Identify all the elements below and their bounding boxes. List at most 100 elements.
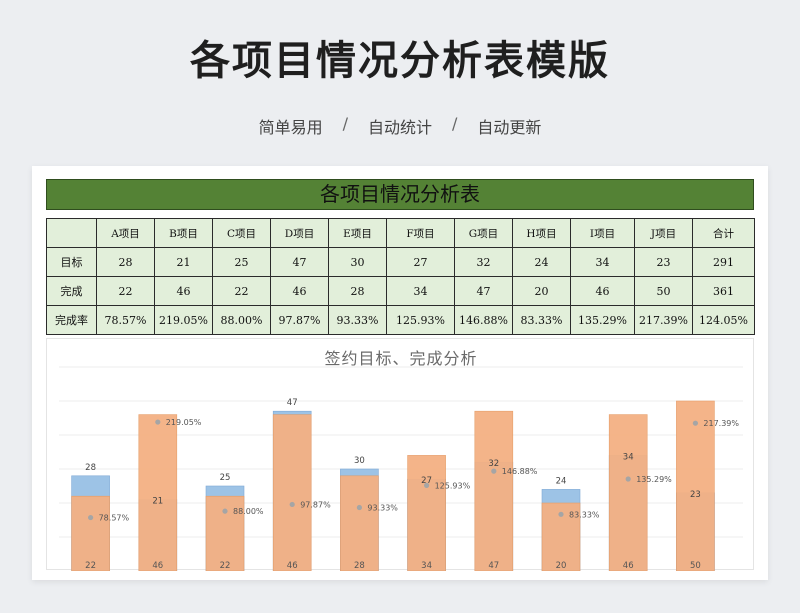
target-label: 25 (220, 473, 231, 483)
rate-label: 88.00% (233, 507, 264, 516)
target-label: 32 (488, 459, 499, 469)
rate-point (625, 476, 631, 482)
spreadsheet-card: 各项目情况分析表 A项目 B项目 C项目 D项目 E项目 F项目 G项目 H项目… (32, 166, 768, 580)
completion-label: 47 (488, 561, 499, 571)
rate-point (155, 419, 161, 425)
header-cell: D项目 (270, 218, 329, 248)
table-cell: 28 (328, 276, 387, 306)
header-cell (46, 218, 97, 248)
target-label: 34 (623, 452, 634, 462)
table-cell: 217.39% (634, 305, 693, 335)
table-cell: 219.05% (154, 305, 213, 335)
feature-tag: 自动更新 (477, 118, 542, 137)
data-table: A项目 B项目 C项目 D项目 E项目 F项目 G项目 H项目 I项目 J项目 … (46, 218, 755, 335)
rate-label: 135.29% (636, 475, 672, 484)
rate-point (424, 482, 430, 488)
table-cell: 46 (154, 276, 213, 306)
table-cell: 88.00% (212, 305, 271, 335)
table-row: 完成率 78.57% 219.05% 88.00% 97.87% 93.33% … (46, 305, 755, 335)
rate-label: 146.88% (502, 467, 538, 476)
header-cell: C项目 (212, 218, 271, 248)
completion-bar (676, 400, 715, 571)
table-cell: 135.29% (570, 305, 635, 335)
table-cell: 124.05% (692, 305, 755, 335)
completion-label: 50 (690, 561, 701, 571)
feature-tag: 自动统计 (367, 118, 432, 137)
table-cell: 78.57% (96, 305, 155, 335)
rate-label: 97.87% (300, 500, 331, 509)
header-cell: 合计 (692, 218, 755, 248)
completion-bar (71, 495, 110, 571)
rate-label: 83.33% (569, 510, 600, 519)
header-cell: E项目 (328, 218, 387, 248)
table-cell: 22 (212, 276, 271, 306)
tag-separator: / (452, 114, 458, 133)
table-row: 目标 28 21 25 47 30 27 32 24 34 23 291 (46, 247, 755, 277)
row-label: 完成率 (46, 305, 97, 335)
rate-point (356, 504, 362, 511)
page-title: 各项目情况分析表模版 (190, 38, 610, 84)
target-label: 23 (690, 490, 701, 500)
rate-point (692, 420, 699, 426)
completion-label: 20 (556, 561, 567, 571)
completion-bar (474, 410, 514, 571)
header-cell: I项目 (570, 218, 635, 248)
completion-label: 34 (421, 561, 432, 571)
table-cell: 93.33% (328, 305, 387, 335)
completion-label: 22 (85, 561, 96, 571)
table-cell: 24 (512, 247, 571, 277)
table-header-row: A项目 B项目 C项目 D项目 E项目 F项目 G项目 H项目 I项目 J项目 … (46, 218, 755, 248)
table-cell: 34 (386, 276, 455, 306)
tag-separator: / (342, 114, 348, 133)
table-cell: 125.93% (386, 305, 455, 335)
header-cell: G项目 (454, 218, 513, 248)
chart-plot: 28 22 78.57% 21 46 219.05% 25 22 88.00% 47 46 97.87… (59, 366, 743, 571)
table-cell: 47 (454, 276, 513, 306)
completion-bar (608, 414, 648, 571)
completion-bar (407, 455, 446, 571)
target-label: 47 (287, 398, 298, 408)
rate-label: 217.39% (703, 419, 739, 428)
sheet-title: 各项目情况分析表 (46, 179, 754, 210)
completion-bar (138, 414, 178, 571)
table-cell: 146.88% (454, 305, 513, 335)
table-cell: 291 (692, 247, 755, 277)
header-cell: H项目 (512, 218, 571, 248)
target-label: 21 (152, 497, 163, 507)
target-completion-chart: 签约目标、完成分析 28 22 78.57% 21 46 219.05% 25 22 88.00… (46, 338, 754, 571)
target-label: 30 (354, 456, 365, 466)
table-cell: 46 (270, 276, 329, 306)
table-cell: 97.87% (270, 305, 329, 335)
completion-bar (272, 414, 312, 571)
rate-point (289, 501, 295, 508)
completion-label: 46 (287, 561, 298, 571)
header-cell: F项目 (386, 218, 455, 248)
table-cell: 32 (454, 247, 513, 277)
table-row: 完成 22 46 22 46 28 34 47 20 46 50 361 (46, 276, 755, 306)
table-cell: 46 (570, 276, 635, 306)
table-cell: 30 (328, 247, 387, 277)
table-cell: 28 (96, 247, 155, 277)
completion-bar (340, 475, 379, 571)
rate-point (491, 468, 497, 474)
rate-point (222, 508, 228, 514)
rate-label: 78.57% (99, 514, 130, 523)
feature-tags: 简单易用 / 自动统计 / 自动更新 (0, 114, 800, 138)
table-cell: 22 (96, 276, 155, 306)
completion-label: 46 (152, 561, 163, 571)
row-label: 完成 (46, 276, 97, 306)
rate-label: 219.05% (166, 418, 202, 427)
table-cell: 23 (634, 247, 693, 277)
table-cell: 27 (386, 247, 455, 277)
completion-label: 28 (354, 561, 365, 571)
table-cell: 361 (692, 276, 755, 306)
table-cell: 50 (634, 276, 693, 306)
row-label: 目标 (46, 247, 97, 277)
completion-label: 22 (220, 561, 231, 571)
header-cell: B项目 (154, 218, 213, 248)
target-label: 27 (421, 476, 432, 486)
table-cell: 83.33% (512, 305, 571, 335)
rate-point (558, 511, 564, 517)
table-cell: 21 (154, 247, 213, 277)
table-cell: 47 (270, 247, 329, 277)
